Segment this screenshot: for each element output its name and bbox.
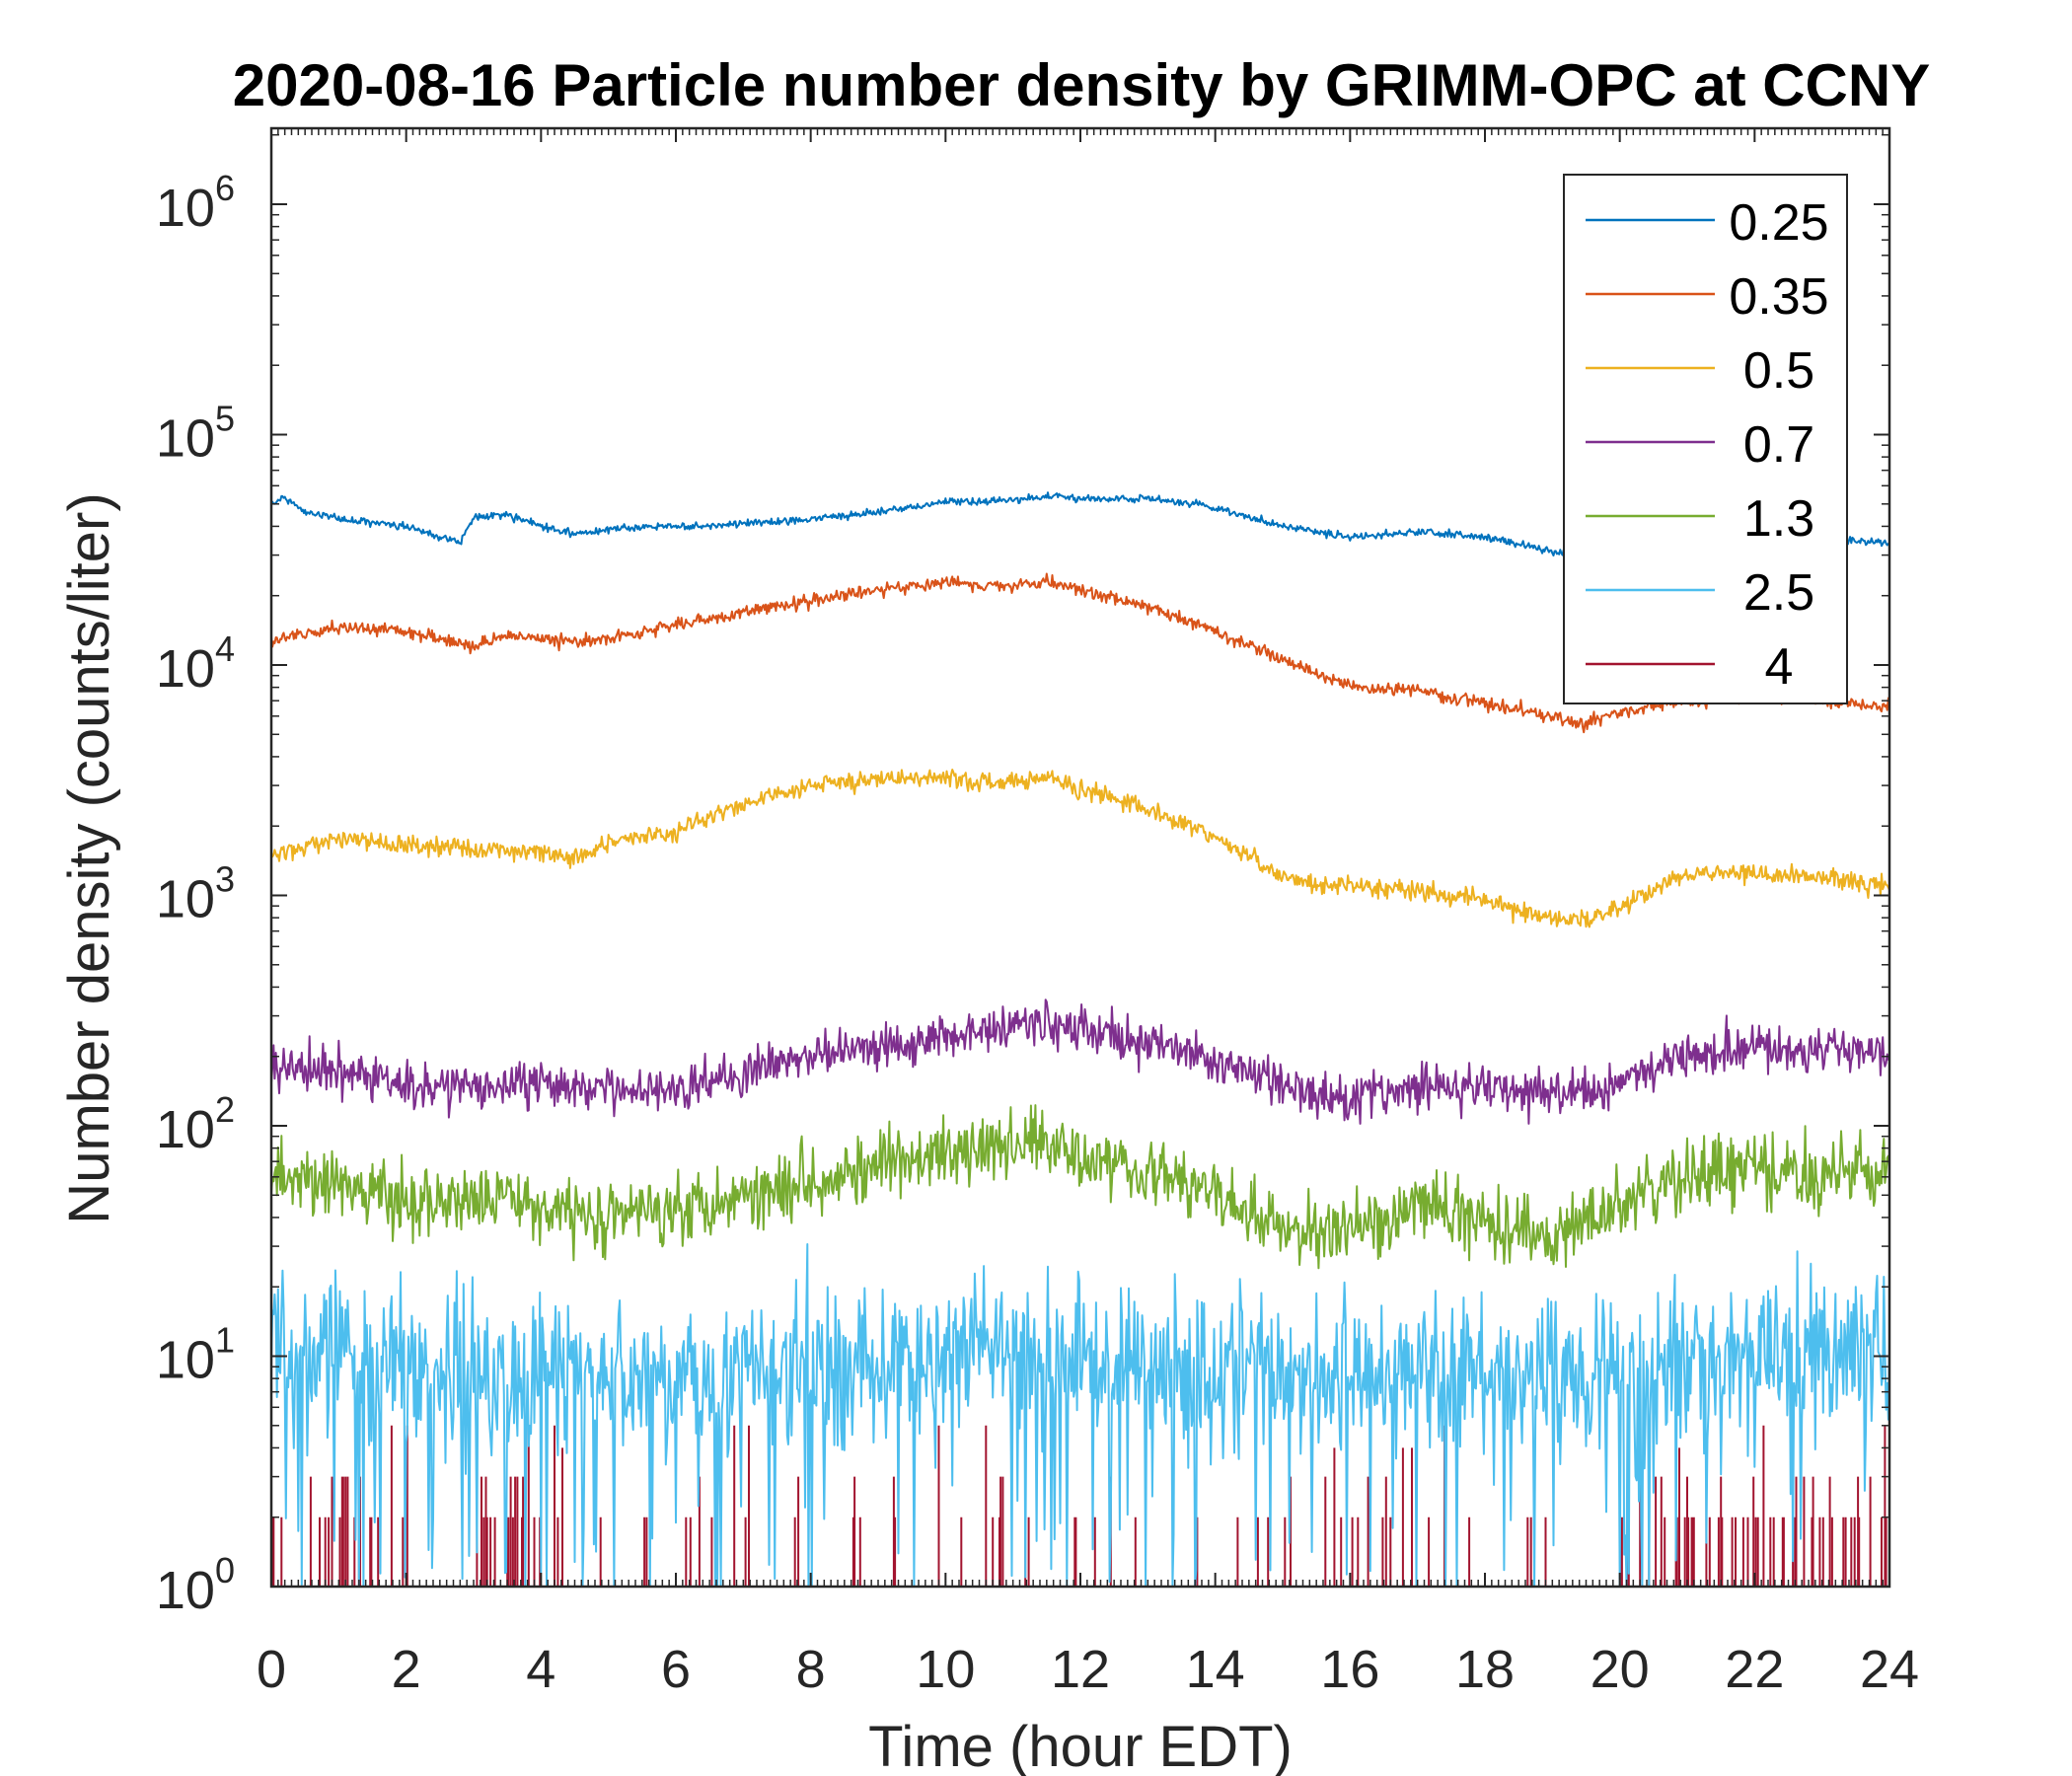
series-line-2_5: [271, 1243, 1889, 1587]
x-tick-label: 20: [1591, 1640, 1650, 1699]
chart-title: 2020-08-16 Particle number density by GR…: [233, 52, 1931, 118]
x-tick-label: 6: [661, 1640, 691, 1699]
legend-label-2_5: 2.5: [1743, 564, 1814, 622]
y-tick-label: 106: [156, 168, 235, 238]
legend-label-0_35: 0.35: [1729, 268, 1828, 326]
plot-frame: [269, 126, 1891, 1589]
x-tick-label: 4: [526, 1640, 555, 1699]
y-tick-label: 104: [156, 629, 235, 699]
legend-label-0_7: 0.7: [1743, 416, 1814, 474]
legend-label-4: 4: [1765, 638, 1794, 696]
legend-label-0_25: 0.25: [1729, 194, 1828, 252]
x-tick-label: 12: [1051, 1640, 1110, 1699]
series-line-1_3: [271, 1104, 1889, 1270]
y-tick-label: 103: [156, 859, 235, 929]
y-tick-label: 105: [156, 399, 235, 469]
series-line-0_35: [271, 572, 1889, 734]
x-tick-label: 24: [1860, 1640, 1919, 1699]
y-axis-label: Number density (counts/liter): [57, 492, 121, 1223]
x-tick-label: 16: [1320, 1640, 1379, 1699]
x-axis-label: Time (hour EDT): [868, 1715, 1293, 1776]
x-tick-label: 14: [1186, 1640, 1245, 1699]
legend-box: [1563, 174, 1848, 704]
x-tick-label: 22: [1725, 1640, 1784, 1699]
legend-label-1_3: 1.3: [1743, 490, 1814, 548]
series-line-0_7: [271, 999, 1889, 1125]
x-tick-label: 2: [392, 1640, 421, 1699]
x-tick-label: 10: [916, 1640, 975, 1699]
legend: 0.25 0.35 0.5 0.7 1.3 2.5 4: [1563, 174, 1848, 704]
x-tick-label: 8: [796, 1640, 826, 1699]
series-line-0_5: [271, 769, 1889, 928]
x-tick-label: 0: [257, 1640, 286, 1699]
y-tick-label: 100: [156, 1550, 235, 1620]
y-tick-label: 102: [156, 1089, 235, 1159]
y-tick-label: 101: [156, 1320, 235, 1390]
legend-label-0_5: 0.5: [1743, 342, 1814, 400]
x-tick-label: 18: [1455, 1640, 1515, 1699]
